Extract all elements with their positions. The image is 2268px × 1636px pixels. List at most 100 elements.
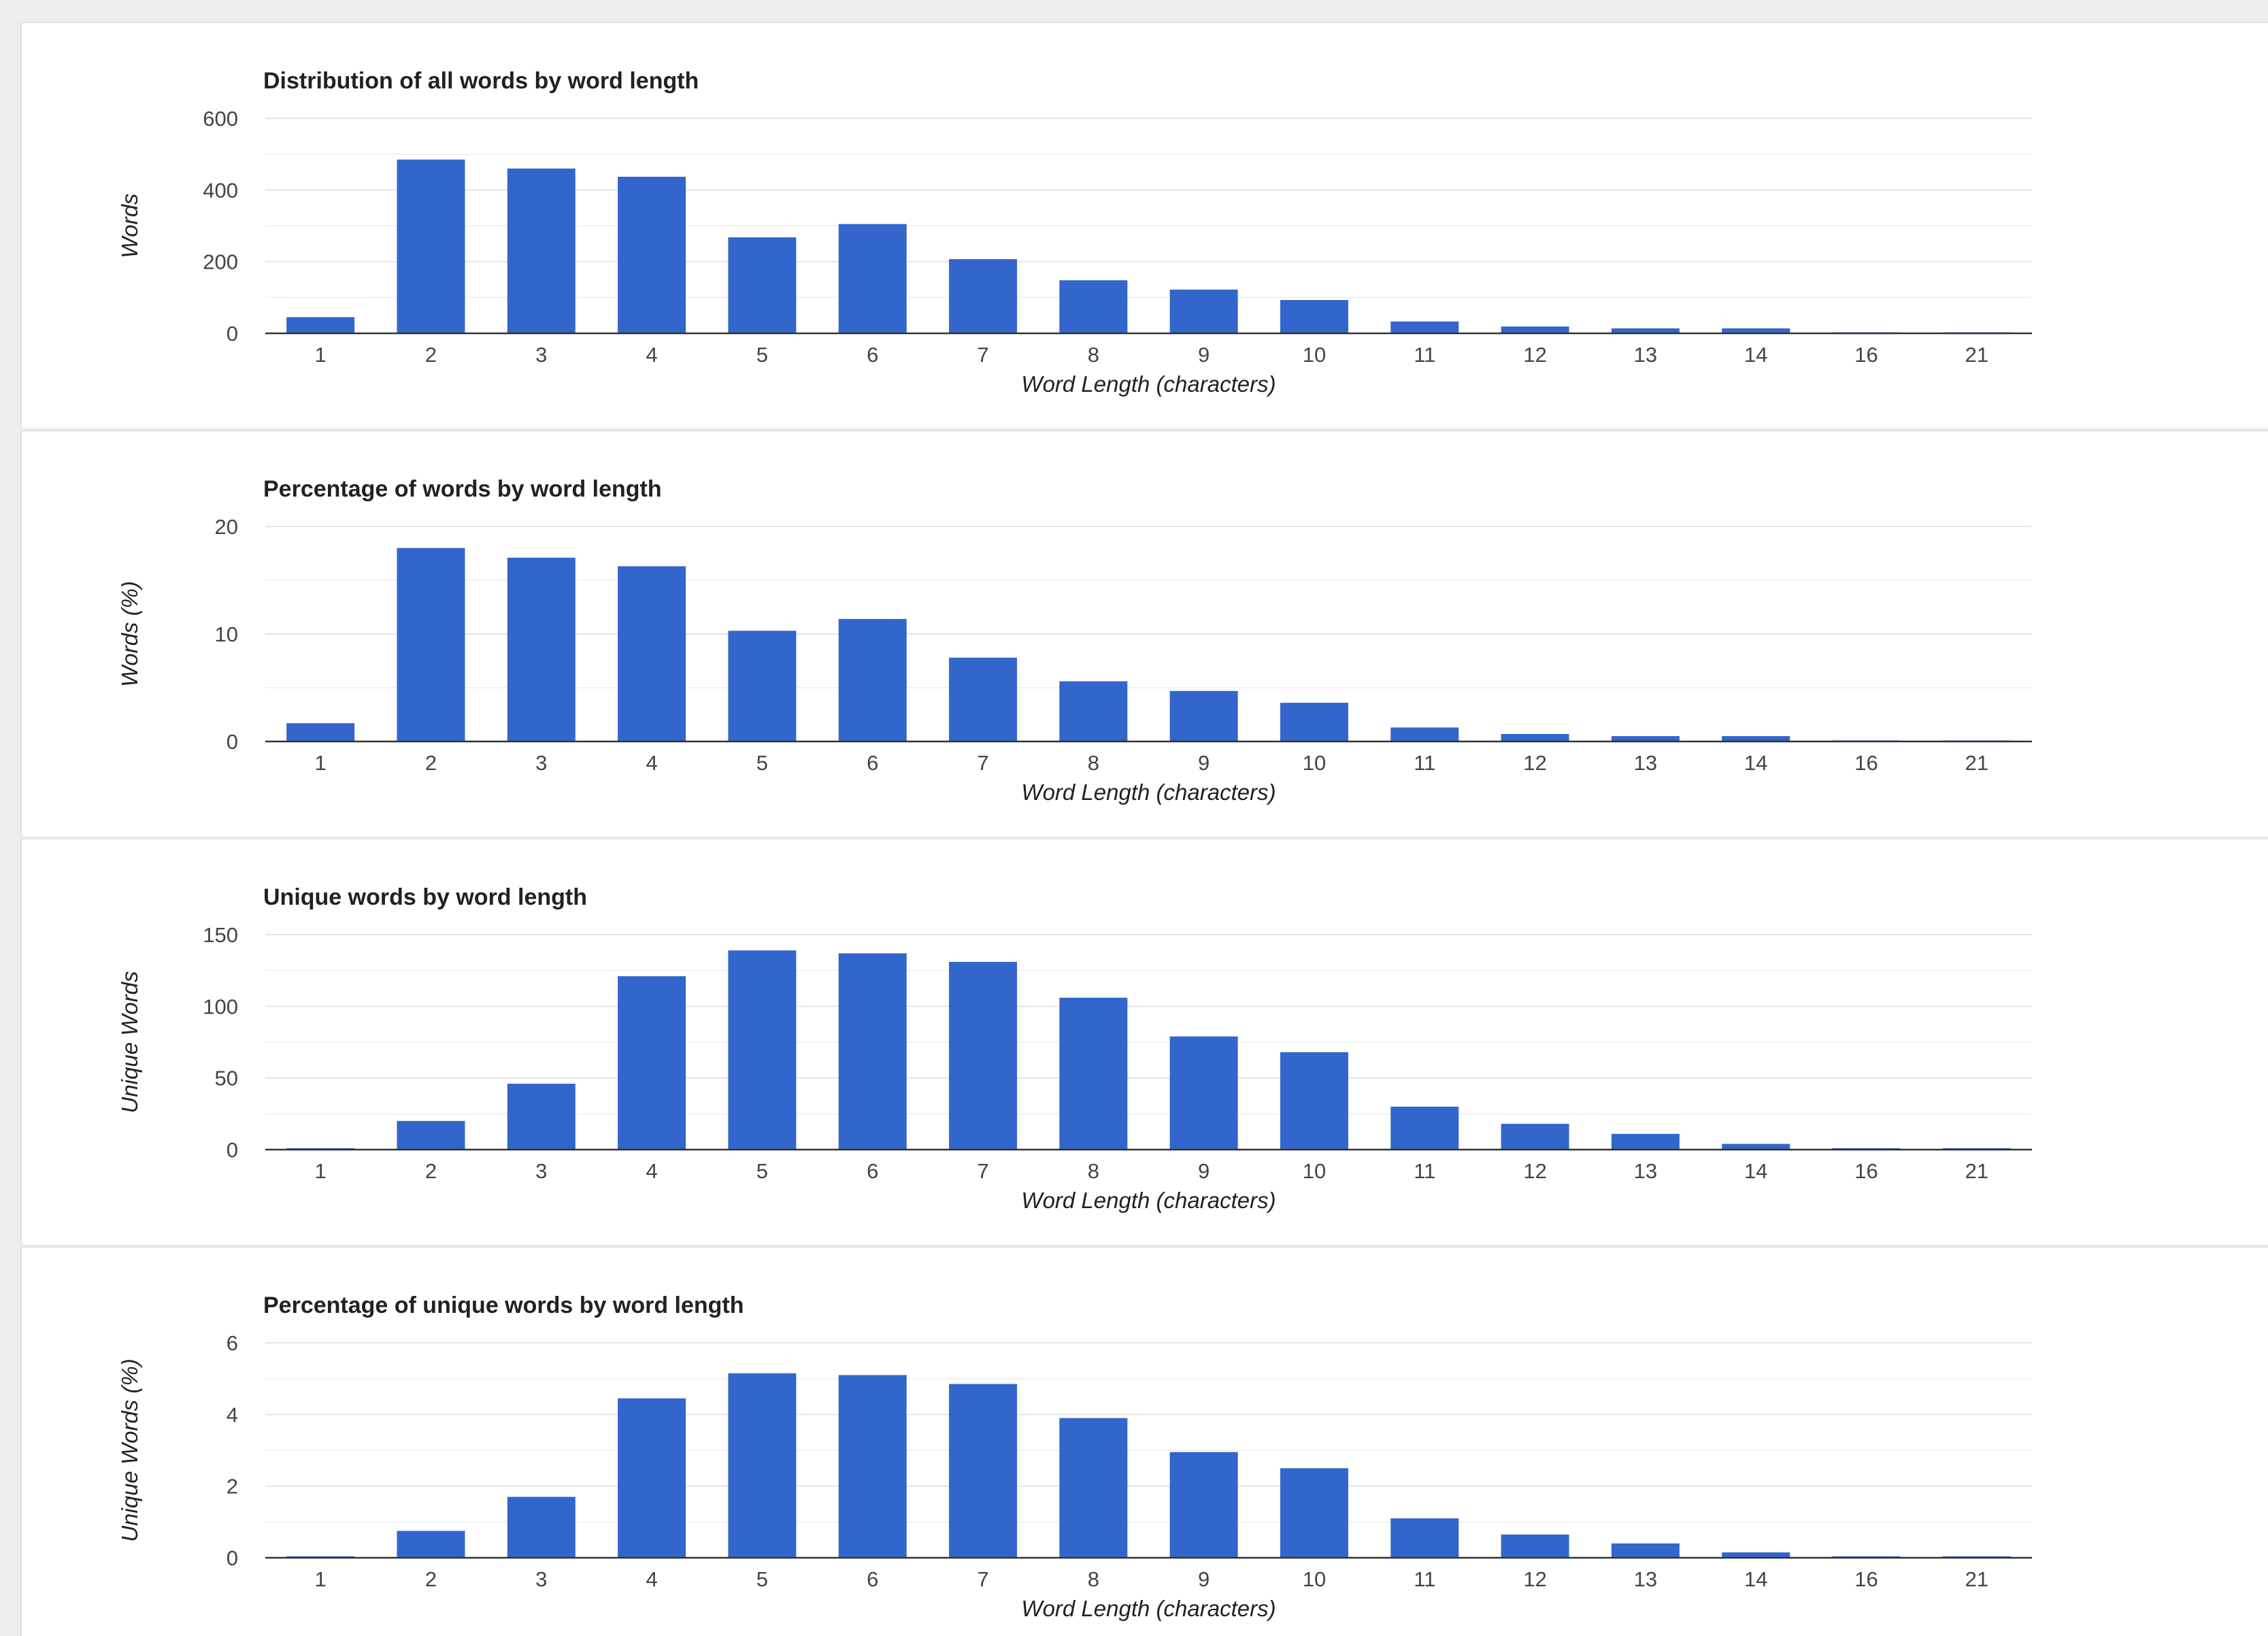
chart-card-percentage-unique-words: Percentage of unique words by word lengt…	[20, 1246, 2268, 1636]
x-tick-label: 9	[1198, 343, 1210, 367]
y-tick-label: 0	[227, 322, 238, 346]
x-tick-label: 1	[315, 343, 327, 367]
bar-7	[949, 657, 1018, 741]
x-axis-title: Word Length (characters)	[1021, 371, 1275, 397]
chart-title: Percentage of unique words by word lengt…	[263, 1292, 744, 1318]
bar-10	[1280, 300, 1348, 333]
x-tick-label: 7	[977, 1567, 988, 1591]
bar-12	[1501, 1534, 1569, 1558]
bar-1	[286, 723, 355, 741]
y-tick-label: 600	[203, 107, 238, 131]
bar-5	[728, 950, 797, 1150]
x-tick-label: 6	[867, 343, 878, 367]
x-tick-label: 4	[646, 343, 657, 367]
bar-11	[1390, 1518, 1459, 1558]
x-tick-label: 11	[1414, 343, 1435, 367]
x-axis-title: Word Length (characters)	[1021, 780, 1275, 805]
bar-13	[1611, 1133, 1680, 1150]
x-tick-label: 14	[1744, 1567, 1767, 1591]
bar-9	[1169, 1036, 1238, 1150]
bar-10	[1280, 1052, 1348, 1150]
x-tick-label: 3	[535, 751, 547, 775]
bar-1	[286, 317, 355, 333]
x-tick-label: 16	[1854, 343, 1878, 367]
x-tick-label: 13	[1634, 1567, 1657, 1591]
bar-5	[728, 1373, 797, 1558]
y-tick-label: 20	[215, 515, 238, 539]
bar-3	[507, 1084, 576, 1150]
y-tick-label: 0	[227, 1546, 238, 1570]
bar-2	[397, 159, 465, 333]
x-tick-label: 1	[315, 1159, 327, 1183]
bar-8	[1059, 280, 1128, 333]
bar-11	[1390, 727, 1459, 741]
x-tick-label: 4	[646, 1567, 657, 1591]
bar-3	[507, 557, 576, 741]
x-tick-label: 9	[1198, 1567, 1210, 1591]
bar-14	[1722, 736, 1790, 741]
x-tick-label: 14	[1744, 751, 1767, 775]
x-tick-label: 3	[535, 343, 547, 367]
x-tick-label: 12	[1523, 1567, 1546, 1591]
x-tick-label: 16	[1854, 1159, 1878, 1183]
x-tick-label: 2	[425, 343, 437, 367]
chart-percentage-words: Percentage of words by word length 0 10 20 1…	[117, 476, 2032, 805]
x-tick-label: 14	[1744, 343, 1767, 367]
x-tick-label: 21	[1965, 751, 1988, 775]
x-tick-label: 16	[1854, 1567, 1878, 1591]
bar-3	[507, 1497, 576, 1558]
chart-card-all-words: Distribution of all words by word length…	[20, 22, 2268, 428]
x-tick-label: 7	[977, 1159, 988, 1183]
x-tick-label: 2	[425, 751, 437, 775]
x-tick-label: 8	[1088, 343, 1099, 367]
bar-11	[1390, 1106, 1459, 1150]
bar-9	[1169, 1452, 1238, 1558]
chart-percentage-unique-words: Percentage of unique words by word lengt…	[117, 1292, 2032, 1621]
x-tick-label: 21	[1965, 1567, 1988, 1591]
bar-4	[618, 1398, 686, 1558]
x-tick-label: 7	[977, 751, 988, 775]
bar-8	[1059, 1418, 1128, 1558]
x-tick-label: 2	[425, 1159, 437, 1183]
y-tick-label: 100	[203, 995, 238, 1018]
bar-4	[618, 566, 686, 741]
x-tick-label: 13	[1634, 1159, 1657, 1183]
y-tick-label: 400	[203, 178, 238, 202]
bar-6	[838, 953, 907, 1150]
y-tick-label: 200	[203, 250, 238, 274]
chart-title: Unique words by word length	[263, 884, 587, 910]
bar-10	[1280, 703, 1348, 741]
bar-12	[1501, 733, 1569, 741]
bar-13	[1611, 1543, 1680, 1558]
bar-11	[1390, 321, 1459, 333]
x-tick-label: 12	[1523, 1159, 1546, 1183]
y-tick-label: 150	[203, 923, 238, 947]
y-tick-label: 6	[227, 1331, 238, 1355]
bar-12	[1501, 326, 1569, 333]
x-tick-label: 16	[1854, 751, 1878, 775]
y-tick-label: 2	[227, 1475, 238, 1499]
x-tick-label: 12	[1523, 343, 1546, 367]
x-tick-label: 10	[1303, 751, 1326, 775]
bar-10	[1280, 1468, 1348, 1558]
x-tick-label: 4	[646, 1159, 657, 1183]
x-tick-label: 21	[1965, 1159, 1988, 1183]
x-tick-label: 9	[1198, 751, 1210, 775]
x-tick-label: 3	[535, 1159, 547, 1183]
x-tick-label: 8	[1088, 1159, 1099, 1183]
x-tick-label: 11	[1414, 1567, 1435, 1591]
bar-5	[728, 631, 797, 741]
y-tick-label: 4	[227, 1403, 238, 1426]
bar-7	[949, 962, 1018, 1150]
x-axis-title: Word Length (characters)	[1021, 1188, 1275, 1213]
chart-title: Distribution of all words by word length	[263, 68, 699, 94]
x-tick-label: 10	[1303, 1159, 1326, 1183]
bar-2	[397, 548, 465, 741]
x-tick-label: 13	[1634, 751, 1657, 775]
bar-4	[618, 176, 686, 333]
x-tick-label: 1	[315, 1567, 327, 1591]
bar-9	[1169, 289, 1238, 333]
bar-4	[618, 976, 686, 1150]
